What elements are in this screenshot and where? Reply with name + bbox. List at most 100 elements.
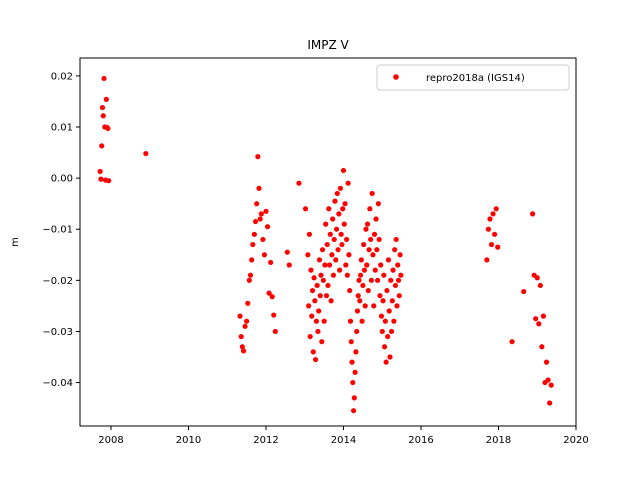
data-point	[374, 247, 380, 253]
data-point	[305, 252, 311, 258]
data-point	[99, 104, 106, 111]
data-point	[320, 277, 326, 283]
data-point	[385, 257, 392, 263]
data-point	[237, 313, 243, 319]
data-point	[309, 287, 316, 294]
y-tick-label: 0.00	[51, 174, 73, 185]
data-point	[312, 298, 318, 304]
x-tick-label: 2016	[408, 435, 433, 446]
data-point	[317, 293, 323, 299]
data-point	[368, 236, 374, 243]
y-tick-label: −0.03	[42, 327, 73, 338]
data-point	[387, 354, 393, 360]
data-point	[398, 272, 404, 278]
data-point	[388, 328, 395, 335]
data-point	[99, 143, 105, 149]
data-point	[100, 113, 106, 119]
data-point	[332, 198, 338, 204]
data-point	[323, 221, 329, 227]
data-point	[240, 348, 247, 354]
data-point	[537, 282, 543, 289]
data-point	[357, 298, 363, 304]
data-point	[310, 349, 316, 355]
data-point	[547, 400, 553, 406]
data-point	[394, 303, 400, 309]
data-point	[308, 267, 314, 273]
data-point	[352, 369, 358, 375]
data-point	[521, 288, 527, 295]
data-point	[356, 277, 362, 283]
data-point	[313, 318, 319, 324]
data-point	[255, 154, 261, 160]
data-point	[323, 293, 330, 299]
data-point	[534, 275, 540, 281]
data-point	[333, 257, 339, 263]
data-point	[319, 247, 326, 253]
data-point	[337, 185, 343, 191]
data-point	[105, 125, 111, 132]
data-point	[353, 349, 359, 355]
data-point	[388, 277, 394, 283]
data-point	[344, 272, 350, 278]
data-point	[321, 318, 327, 324]
y-tick-label: −0.02	[42, 276, 73, 287]
data-point	[345, 180, 351, 186]
data-point	[357, 272, 364, 278]
data-point	[98, 176, 104, 182]
data-point	[395, 277, 402, 283]
data-point	[296, 180, 302, 186]
data-point	[390, 267, 396, 273]
data-point	[97, 168, 103, 175]
data-point	[286, 262, 292, 268]
data-point	[509, 339, 515, 345]
data-point	[348, 339, 354, 345]
data-point	[335, 247, 341, 253]
data-point	[381, 272, 387, 278]
data-point	[492, 231, 498, 237]
data-point	[268, 259, 274, 266]
data-point	[379, 328, 385, 335]
data-point	[238, 333, 244, 340]
data-point	[367, 206, 373, 212]
data-point	[341, 221, 347, 227]
data-point	[375, 277, 381, 283]
x-tick-label: 2012	[253, 435, 278, 446]
data-point	[376, 236, 382, 243]
data-point	[316, 257, 323, 263]
data-points	[97, 75, 554, 414]
data-point	[493, 206, 499, 212]
data-point	[540, 313, 547, 319]
y-tick-label: −0.01	[42, 225, 73, 236]
data-point	[261, 252, 268, 258]
data-point	[384, 287, 390, 294]
data-point	[322, 262, 328, 268]
data-point	[488, 241, 495, 248]
data-point	[545, 377, 551, 383]
data-point	[325, 282, 331, 289]
data-point	[355, 293, 361, 299]
data-point	[326, 206, 332, 212]
data-point	[495, 244, 501, 250]
data-point	[339, 241, 345, 248]
data-point	[360, 282, 366, 289]
data-point	[257, 216, 263, 222]
legend: repro2018a (IGS14)	[376, 64, 570, 91]
data-point	[350, 408, 357, 414]
data-point	[316, 308, 322, 314]
y-tick-label: −0.04	[42, 378, 73, 389]
data-point	[239, 344, 245, 350]
data-point	[302, 206, 309, 212]
data-point	[264, 224, 271, 230]
data-point	[338, 231, 344, 237]
data-point	[533, 316, 539, 322]
data-point	[315, 328, 321, 335]
data-point	[378, 262, 384, 268]
data-point	[143, 150, 149, 157]
data-point	[485, 226, 492, 232]
data-point	[333, 226, 340, 232]
data-point	[307, 333, 313, 340]
data-point	[349, 359, 355, 365]
data-point	[487, 216, 493, 222]
data-point	[372, 267, 378, 273]
